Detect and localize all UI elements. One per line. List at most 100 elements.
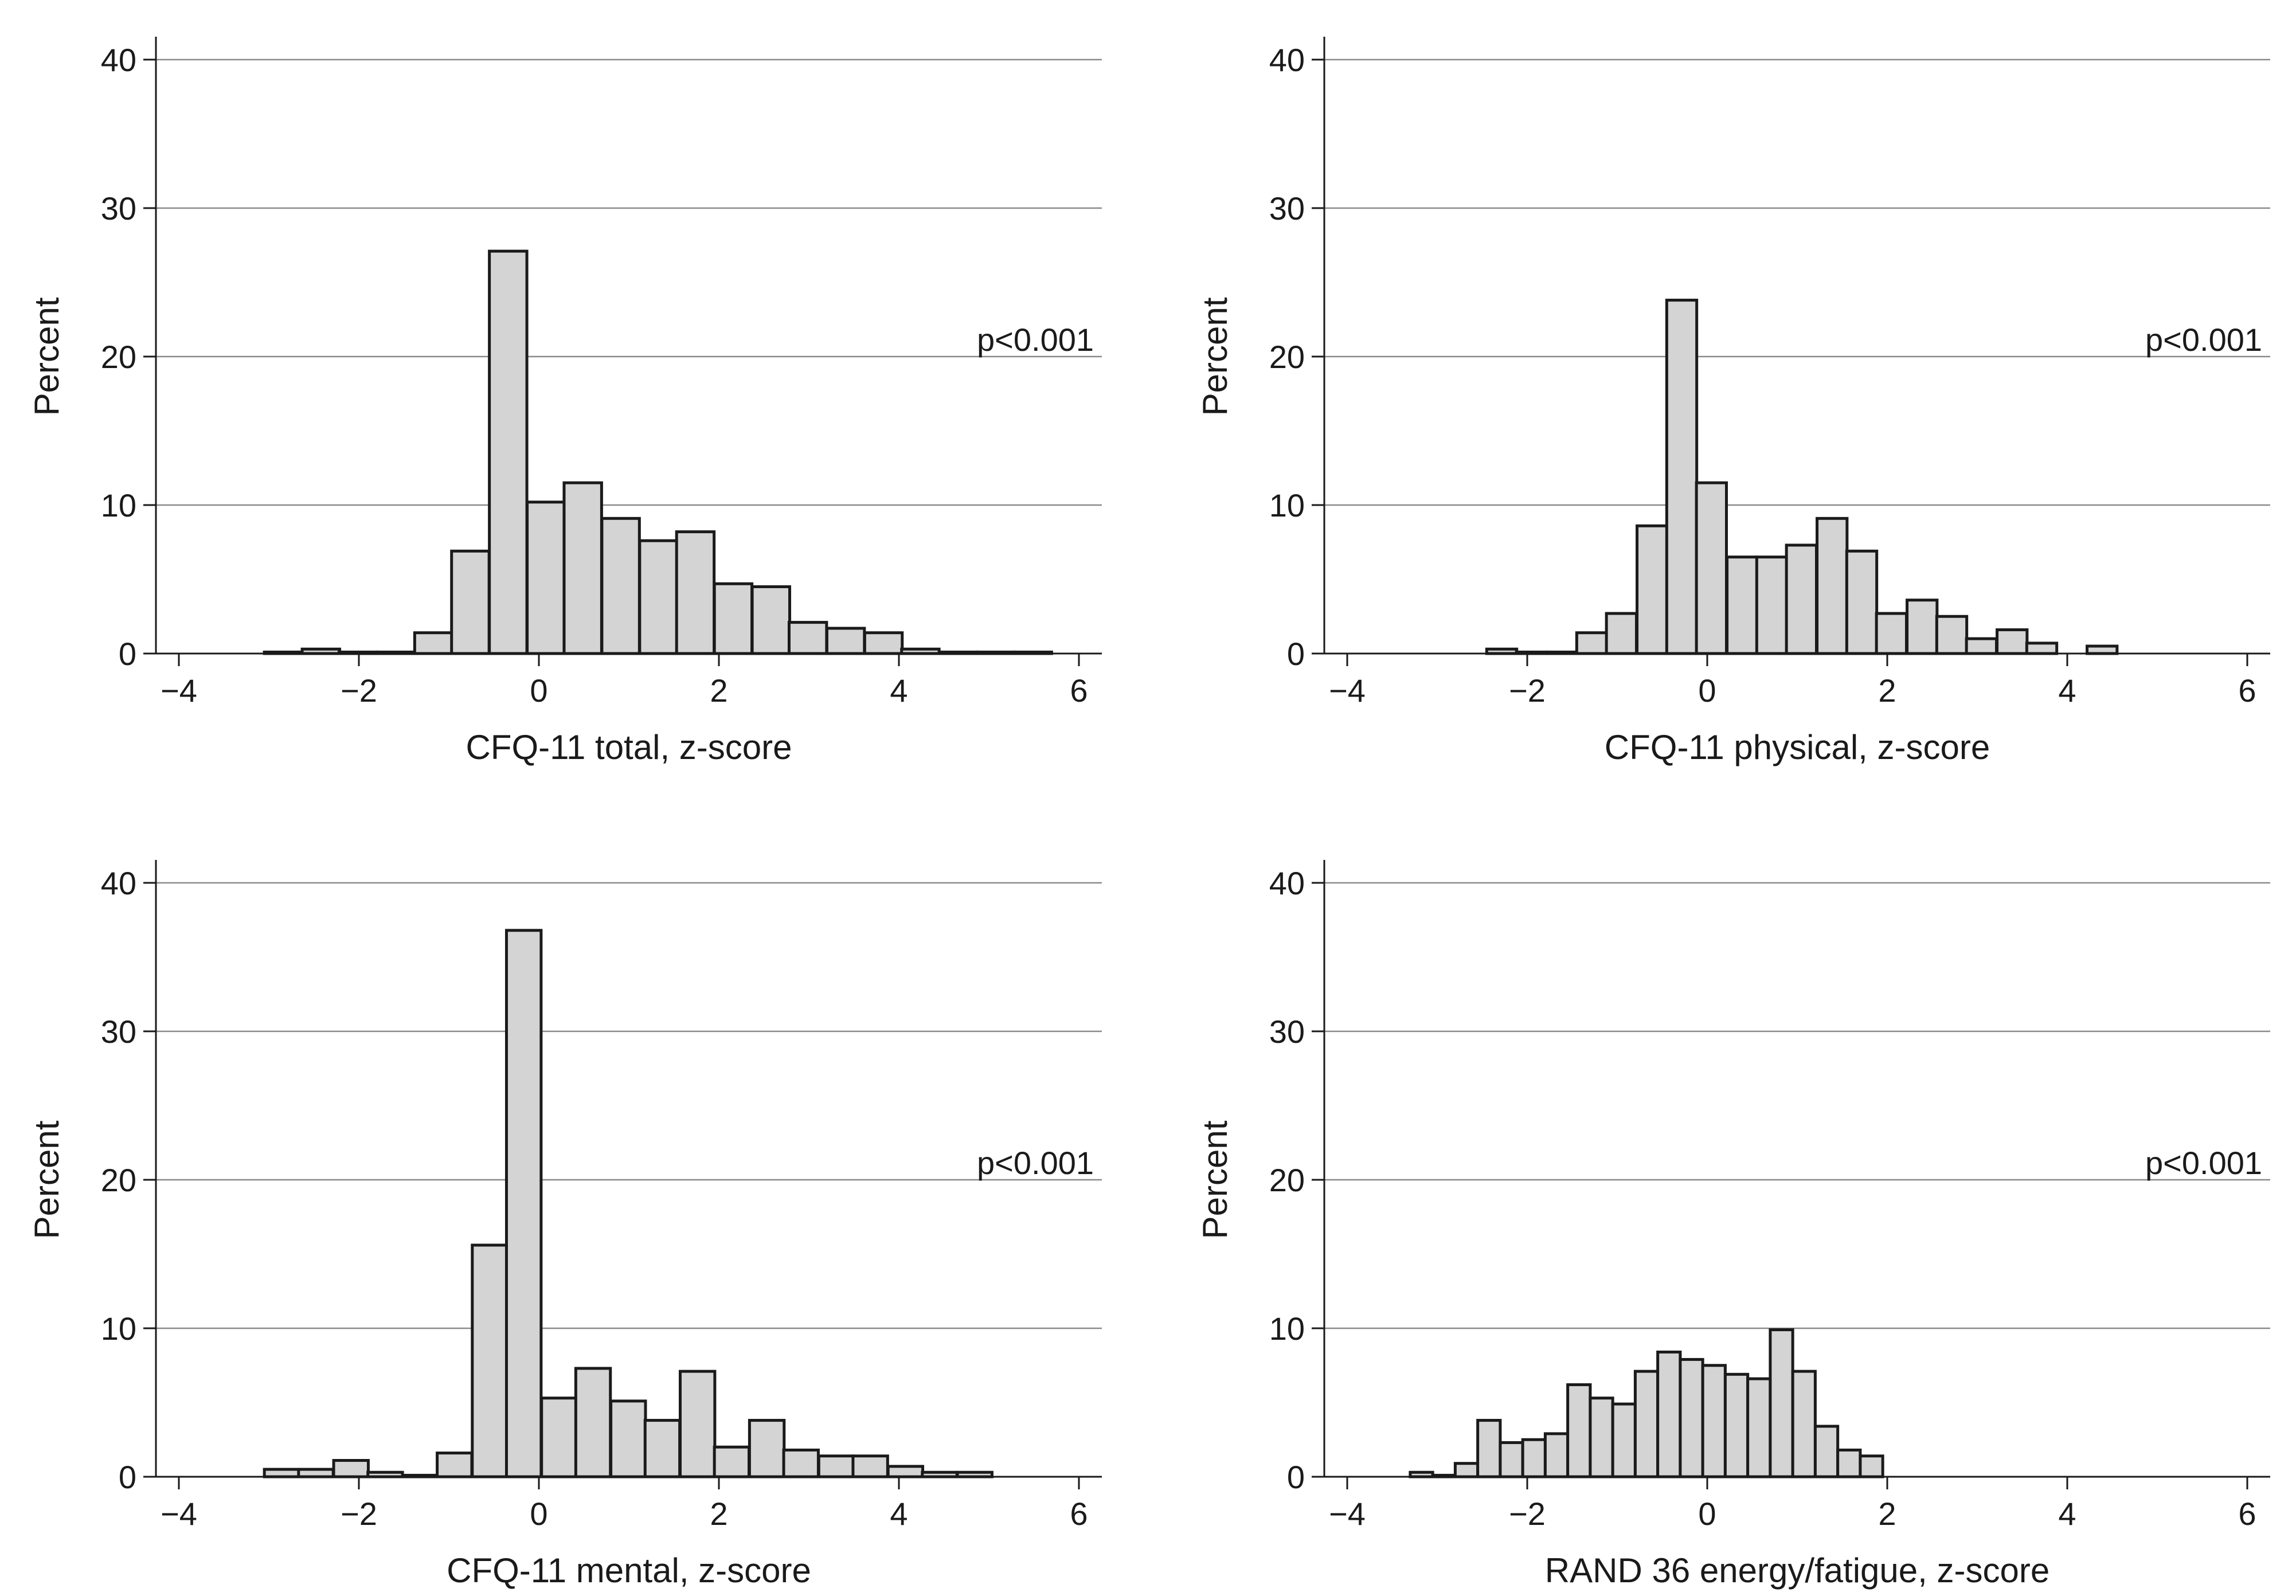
histogram-bar: [1543, 1432, 1570, 1478]
histogram-bar: [450, 549, 491, 655]
histogram-bar: [787, 621, 828, 655]
x-tick-label: 4: [2058, 672, 2076, 709]
x-tick-label: 0: [1698, 672, 1716, 709]
x-tick-label: −4: [161, 672, 197, 709]
histogram-bar: [1636, 524, 1669, 655]
histogram-bar: [1012, 650, 1053, 655]
histogram-bar: [574, 1367, 612, 1478]
histogram-bar: [1836, 1448, 1862, 1478]
histogram-bar: [609, 1399, 647, 1478]
x-tick-label: 2: [710, 672, 727, 709]
x-axis-title: CFQ-11 mental, z-score: [447, 1551, 811, 1590]
histogram-bar: [504, 929, 543, 1478]
x-tick-label: −2: [341, 1496, 377, 1532]
histogram-bar: [1965, 637, 1998, 655]
x-axis-title: RAND 36 energy/fatigue, z-score: [1545, 1551, 2049, 1590]
histogram-bar: [748, 1419, 786, 1478]
x-axis-title: CFQ-11 physical, z-score: [1605, 728, 1990, 766]
histogram-bar: [900, 647, 941, 655]
histogram-bar: [263, 1468, 301, 1478]
histogram-bar: [976, 650, 1016, 655]
histogram-bar: [713, 1445, 751, 1478]
histogram-bar: [675, 530, 716, 655]
x-tick-label: 4: [890, 672, 908, 709]
histogram-bar: [1566, 1383, 1592, 1478]
histogram-bar: [782, 1448, 820, 1478]
histogram-bar: [300, 647, 342, 655]
histogram-bar: [1785, 543, 1818, 655]
p-value-annotation: p<0.001: [977, 1145, 1094, 1181]
histogram-bar: [332, 1459, 370, 1478]
histogram-bar: [1726, 556, 1759, 655]
histogram-bar: [1521, 1438, 1547, 1478]
histogram-bar: [488, 249, 529, 655]
histogram-bar: [1605, 612, 1638, 655]
histogram-bar: [1485, 647, 1519, 655]
histogram-bar: [1996, 628, 2029, 655]
histogram-bar: [1515, 650, 1548, 655]
histogram-bar: [1746, 1377, 1772, 1478]
chart-panel-1: 0 10 20 30 40 −4 −2 0 2 4 6 p<0.001 CFQ-11 total, z-…: [28, 37, 1102, 766]
x-tick-label: 0: [530, 672, 547, 709]
histogram-bar: [1816, 517, 1849, 655]
y-tick-label: 0: [119, 1459, 136, 1495]
y-tick-label: 40: [101, 865, 136, 901]
histogram-bar: [540, 1396, 578, 1478]
histogram-bar: [1755, 556, 1789, 655]
y-tick-label: 10: [1269, 487, 1305, 523]
p-value-annotation: p<0.001: [2145, 322, 2262, 358]
x-tick-label: 4: [890, 1496, 908, 1532]
histogram-bar: [600, 517, 641, 655]
x-tick-label: 0: [530, 1496, 547, 1532]
histogram-bar: [886, 1465, 925, 1478]
histogram-bar: [817, 1454, 855, 1478]
y-axis-title: Percent: [28, 1120, 66, 1239]
histogram-bar: [1409, 1470, 1434, 1478]
y-tick-label: 0: [1287, 636, 1305, 672]
x-tick-label: 4: [2058, 1496, 2076, 1532]
histogram-bar: [2086, 644, 2119, 655]
histogram-bar: [413, 631, 454, 655]
y-tick-label: 0: [1287, 1459, 1305, 1495]
x-tick-label: 2: [1878, 1496, 1896, 1532]
histogram-bar: [1499, 1441, 1524, 1478]
y-tick-label: 30: [1269, 1014, 1305, 1050]
histogram-bar: [1935, 615, 1969, 655]
y-tick-label: 20: [1269, 1162, 1305, 1198]
x-tick-label: 6: [1070, 672, 1088, 709]
histogram-bar: [638, 539, 679, 655]
histogram-bar: [526, 500, 566, 655]
histogram-bar: [863, 631, 904, 655]
histogram-bar: [1575, 631, 1609, 655]
histogram-bar: [263, 650, 304, 655]
histogram-bar: [1453, 1462, 1480, 1478]
x-tick-label: −2: [1509, 1496, 1546, 1532]
histogram-bar: [643, 1419, 682, 1478]
x-tick-label: −2: [341, 672, 377, 709]
histogram-bar: [436, 1452, 474, 1478]
y-tick-label: 30: [101, 1014, 136, 1050]
histogram-bar: [1665, 299, 1699, 655]
histogram-bar: [471, 1243, 509, 1478]
histogram-bar: [1633, 1370, 1660, 1478]
histogram-bar: [1723, 1372, 1750, 1478]
histogram-bar: [921, 1470, 959, 1478]
y-tick-label: 40: [1269, 865, 1305, 901]
histogram-bar: [366, 1470, 404, 1478]
histogram-bar: [956, 1470, 994, 1478]
y-tick-label: 40: [101, 42, 136, 78]
y-tick-label: 20: [1269, 339, 1305, 375]
x-tick-label: 2: [1878, 672, 1896, 709]
p-value-annotation: p<0.001: [2145, 1145, 2262, 1181]
chart-panel-3: 0 10 20 30 40 −4 −2 0 2 4 6 p<0.001 CFQ-11 mental, z…: [28, 860, 1102, 1590]
histogram-bar: [1906, 598, 1939, 655]
histogram-bar: [562, 481, 603, 655]
y-tick-label: 10: [101, 487, 136, 523]
x-tick-label: −4: [1329, 1496, 1366, 1532]
chart-panel-4: 0 10 20 30 40 −4 −2 0 2 4 6 p<0.001 RAND 36 energy/f…: [1196, 860, 2270, 1590]
histogram-bar: [713, 582, 754, 655]
chart-panel-2: 0 10 20 30 40 −4 −2 0 2 4 6 p<0.001 CFQ-11 physical,…: [1196, 37, 2270, 766]
histogram-bar: [1656, 1350, 1682, 1478]
